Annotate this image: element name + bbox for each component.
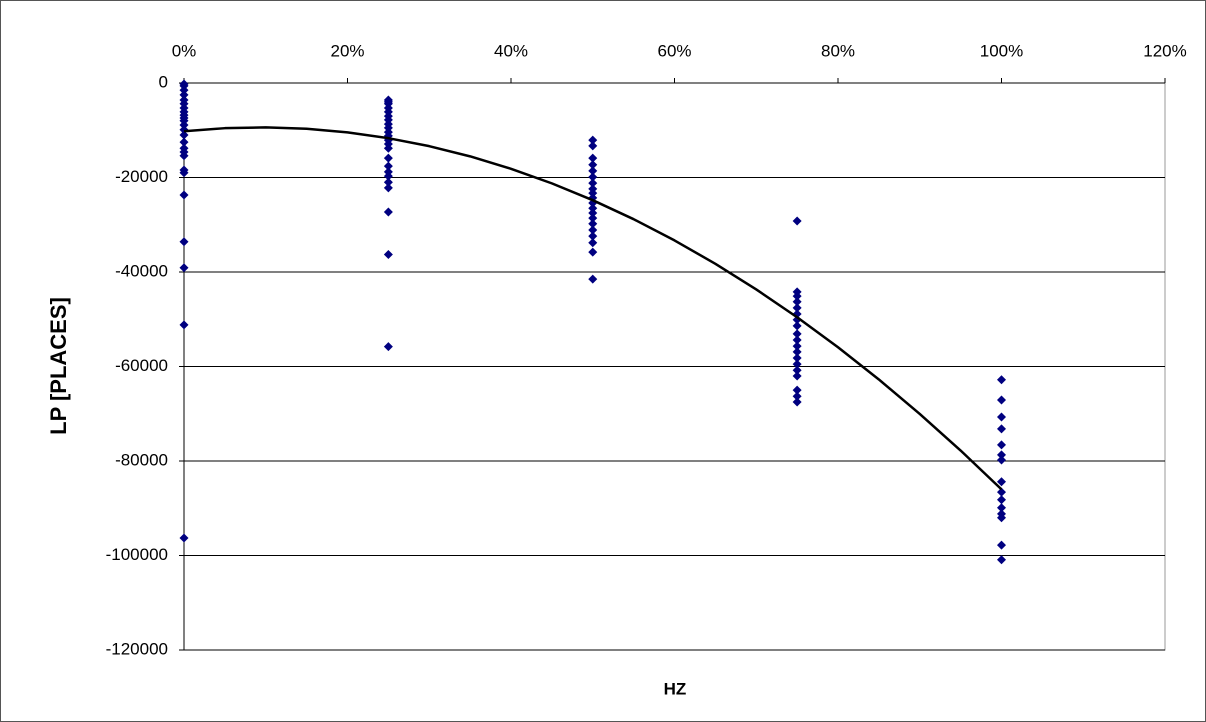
data-point: [588, 135, 598, 145]
data-point: [588, 213, 598, 223]
data-point: [588, 178, 598, 188]
data-point: [997, 503, 1006, 513]
data-point: [588, 160, 598, 170]
data-point: [588, 231, 598, 241]
y-tick-label: -80000: [115, 450, 168, 469]
data-point: [997, 555, 1006, 565]
x-tick-label: 100%: [980, 41, 1023, 60]
data-point: [179, 533, 189, 543]
data-point: [383, 153, 393, 163]
data-point: [997, 440, 1006, 450]
x-tick-label: 120%: [1143, 41, 1186, 60]
data-point: [383, 177, 393, 187]
data-point: [588, 141, 598, 151]
x-tick-label: 80%: [821, 41, 855, 60]
data-point: [588, 172, 598, 182]
y-tick-label: -120000: [106, 639, 168, 658]
data-point: [588, 219, 598, 229]
y-tick-label: -20000: [115, 167, 168, 186]
data-point: [792, 216, 802, 226]
data-point: [997, 424, 1006, 434]
data-point: [383, 143, 393, 153]
data-point: [792, 341, 802, 351]
data-point: [792, 391, 802, 401]
trend-line: [183, 126, 1003, 491]
data-point: [383, 161, 393, 171]
data-point: [588, 274, 598, 284]
data-point: [997, 412, 1006, 422]
x-tick-label: 60%: [657, 41, 691, 60]
data-point: [383, 183, 393, 193]
data-point: [792, 397, 802, 407]
data-point: [792, 371, 802, 381]
data-point: [383, 250, 393, 260]
data-point: [179, 130, 189, 140]
data-point: [179, 151, 189, 161]
data-point: [997, 540, 1006, 550]
y-tick-label: -100000: [106, 545, 168, 564]
data-point: [997, 395, 1006, 405]
data-point: [179, 320, 189, 330]
data-point: [383, 207, 393, 217]
data-point: [179, 85, 189, 95]
data-point: [588, 203, 598, 213]
data-point: [179, 263, 189, 273]
data-point: [588, 225, 598, 235]
data-point: [588, 238, 598, 248]
data-point: [997, 477, 1006, 487]
data-point: [792, 385, 802, 395]
x-tick-label: 20%: [330, 41, 364, 60]
data-point: [588, 166, 598, 176]
data-point: [179, 190, 189, 200]
data-point: [179, 237, 189, 247]
data-point: [792, 303, 802, 313]
data-point: [588, 153, 598, 163]
x-axis-title: HZ: [664, 679, 687, 698]
data-point: [997, 487, 1006, 497]
y-tick-label: -60000: [115, 356, 168, 375]
data-point: [792, 335, 802, 345]
x-tick-label: 0%: [172, 41, 197, 60]
data-point: [997, 455, 1006, 465]
data-point: [792, 353, 802, 363]
data-point: [792, 297, 802, 307]
data-point: [588, 247, 598, 257]
data-point: [179, 90, 189, 100]
data-point: [588, 188, 598, 198]
data-point: [792, 359, 802, 369]
y-axis-title: LP [PLACES]: [46, 297, 71, 435]
data-point: [792, 365, 802, 375]
y-tick-label: 0: [159, 72, 168, 91]
data-point: [179, 137, 189, 147]
data-point: [792, 291, 802, 301]
data-point: [588, 208, 598, 218]
y-tick-label: -40000: [115, 261, 168, 280]
data-point: [997, 513, 1006, 523]
data-point: [792, 329, 802, 339]
data-point: [997, 375, 1006, 385]
x-tick-label: 40%: [494, 41, 528, 60]
data-point: [383, 342, 393, 352]
data-point: [792, 347, 802, 357]
data-point: [179, 120, 189, 130]
data-point: [792, 321, 802, 331]
data-point: [997, 450, 1006, 460]
data-point: [997, 495, 1006, 505]
data-point: [179, 168, 189, 178]
data-point: [383, 171, 393, 181]
